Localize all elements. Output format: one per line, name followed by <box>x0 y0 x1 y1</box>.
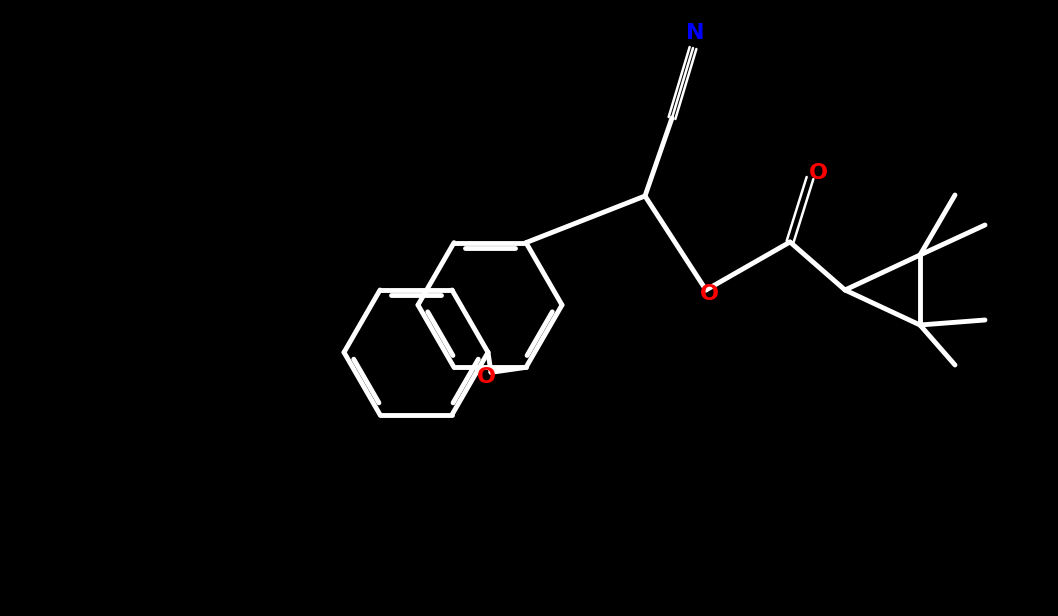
Text: N: N <box>686 23 705 43</box>
Text: O: O <box>699 284 718 304</box>
Text: O: O <box>476 367 495 387</box>
Text: O: O <box>808 163 827 183</box>
